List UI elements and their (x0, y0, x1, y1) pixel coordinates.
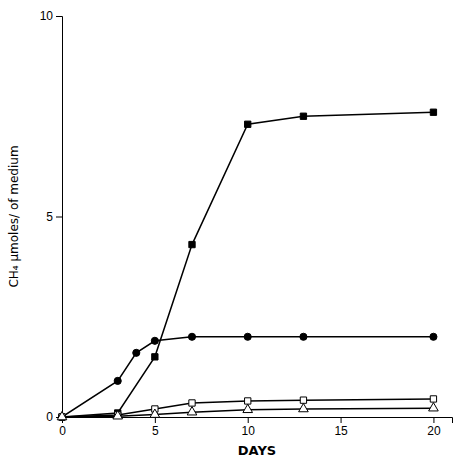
tick: 10 (242, 417, 256, 438)
tick-mark (248, 417, 249, 423)
chart: 0 5 10 15 20 0 5 10 DAYS CH₄ μmoles/ of medium (0, 0, 474, 467)
marker (429, 403, 439, 411)
tick-label: 0 (59, 424, 66, 438)
x-axis: 0 5 10 15 20 (59, 417, 452, 438)
marker (245, 398, 251, 404)
marker (430, 109, 436, 115)
tick-mark (56, 16, 62, 17)
axis-line (56, 17, 63, 418)
marker (189, 400, 195, 406)
marker (244, 333, 251, 340)
tick-mark (433, 417, 434, 423)
marker (245, 121, 251, 127)
lines (62, 112, 433, 417)
tick: 20 (427, 417, 441, 438)
marker (114, 377, 121, 384)
tick: 10 (40, 9, 62, 23)
marker (150, 409, 160, 417)
tick-mark (56, 217, 62, 218)
y-axis: 0 5 10 (40, 9, 63, 424)
marker (430, 333, 437, 340)
marker (300, 113, 306, 119)
x-axis-title: DAYS (238, 443, 276, 458)
marker (57, 411, 67, 419)
marker (300, 333, 307, 340)
tick-label: 10 (242, 424, 256, 438)
plot: 0 5 10 15 20 0 5 10 (40, 9, 453, 437)
marker (299, 403, 309, 411)
marker (300, 397, 306, 403)
marker (189, 241, 195, 247)
marker (243, 404, 253, 412)
tick: 5 (152, 417, 159, 438)
marker (187, 407, 197, 415)
tick-label: 5 (46, 210, 53, 224)
marker (188, 333, 195, 340)
points (57, 109, 438, 420)
tick-mark (155, 417, 156, 423)
marker (133, 349, 140, 356)
tick: 5 (46, 210, 62, 224)
tick-label: 5 (152, 424, 159, 438)
y-axis-title: CH₄ μmoles/ of medium (7, 145, 21, 287)
tick-label: 15 (334, 424, 348, 438)
marker (430, 396, 436, 402)
series-line (62, 337, 433, 417)
series-line (62, 112, 433, 417)
tick-mark (341, 417, 342, 423)
marker (152, 354, 158, 360)
tick-label: 0 (46, 410, 53, 424)
tick-label: 10 (40, 9, 54, 23)
marker (151, 337, 158, 344)
tick: 15 (334, 417, 348, 438)
marker (113, 411, 123, 419)
tick-label: 20 (427, 424, 441, 438)
